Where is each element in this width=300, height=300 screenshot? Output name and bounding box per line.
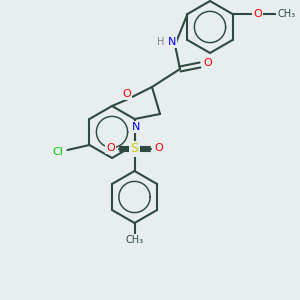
Text: CH₃: CH₃ [278, 9, 296, 19]
Text: O: O [253, 9, 262, 19]
Text: O: O [123, 89, 131, 99]
Text: O: O [204, 58, 212, 68]
Text: O: O [106, 143, 115, 153]
Text: CH₃: CH₃ [125, 235, 144, 245]
Text: H: H [157, 37, 165, 47]
Text: Cl: Cl [52, 147, 63, 157]
Text: O: O [154, 143, 163, 153]
Text: S: S [130, 142, 139, 155]
Text: N: N [132, 122, 141, 132]
Text: N: N [168, 37, 176, 47]
